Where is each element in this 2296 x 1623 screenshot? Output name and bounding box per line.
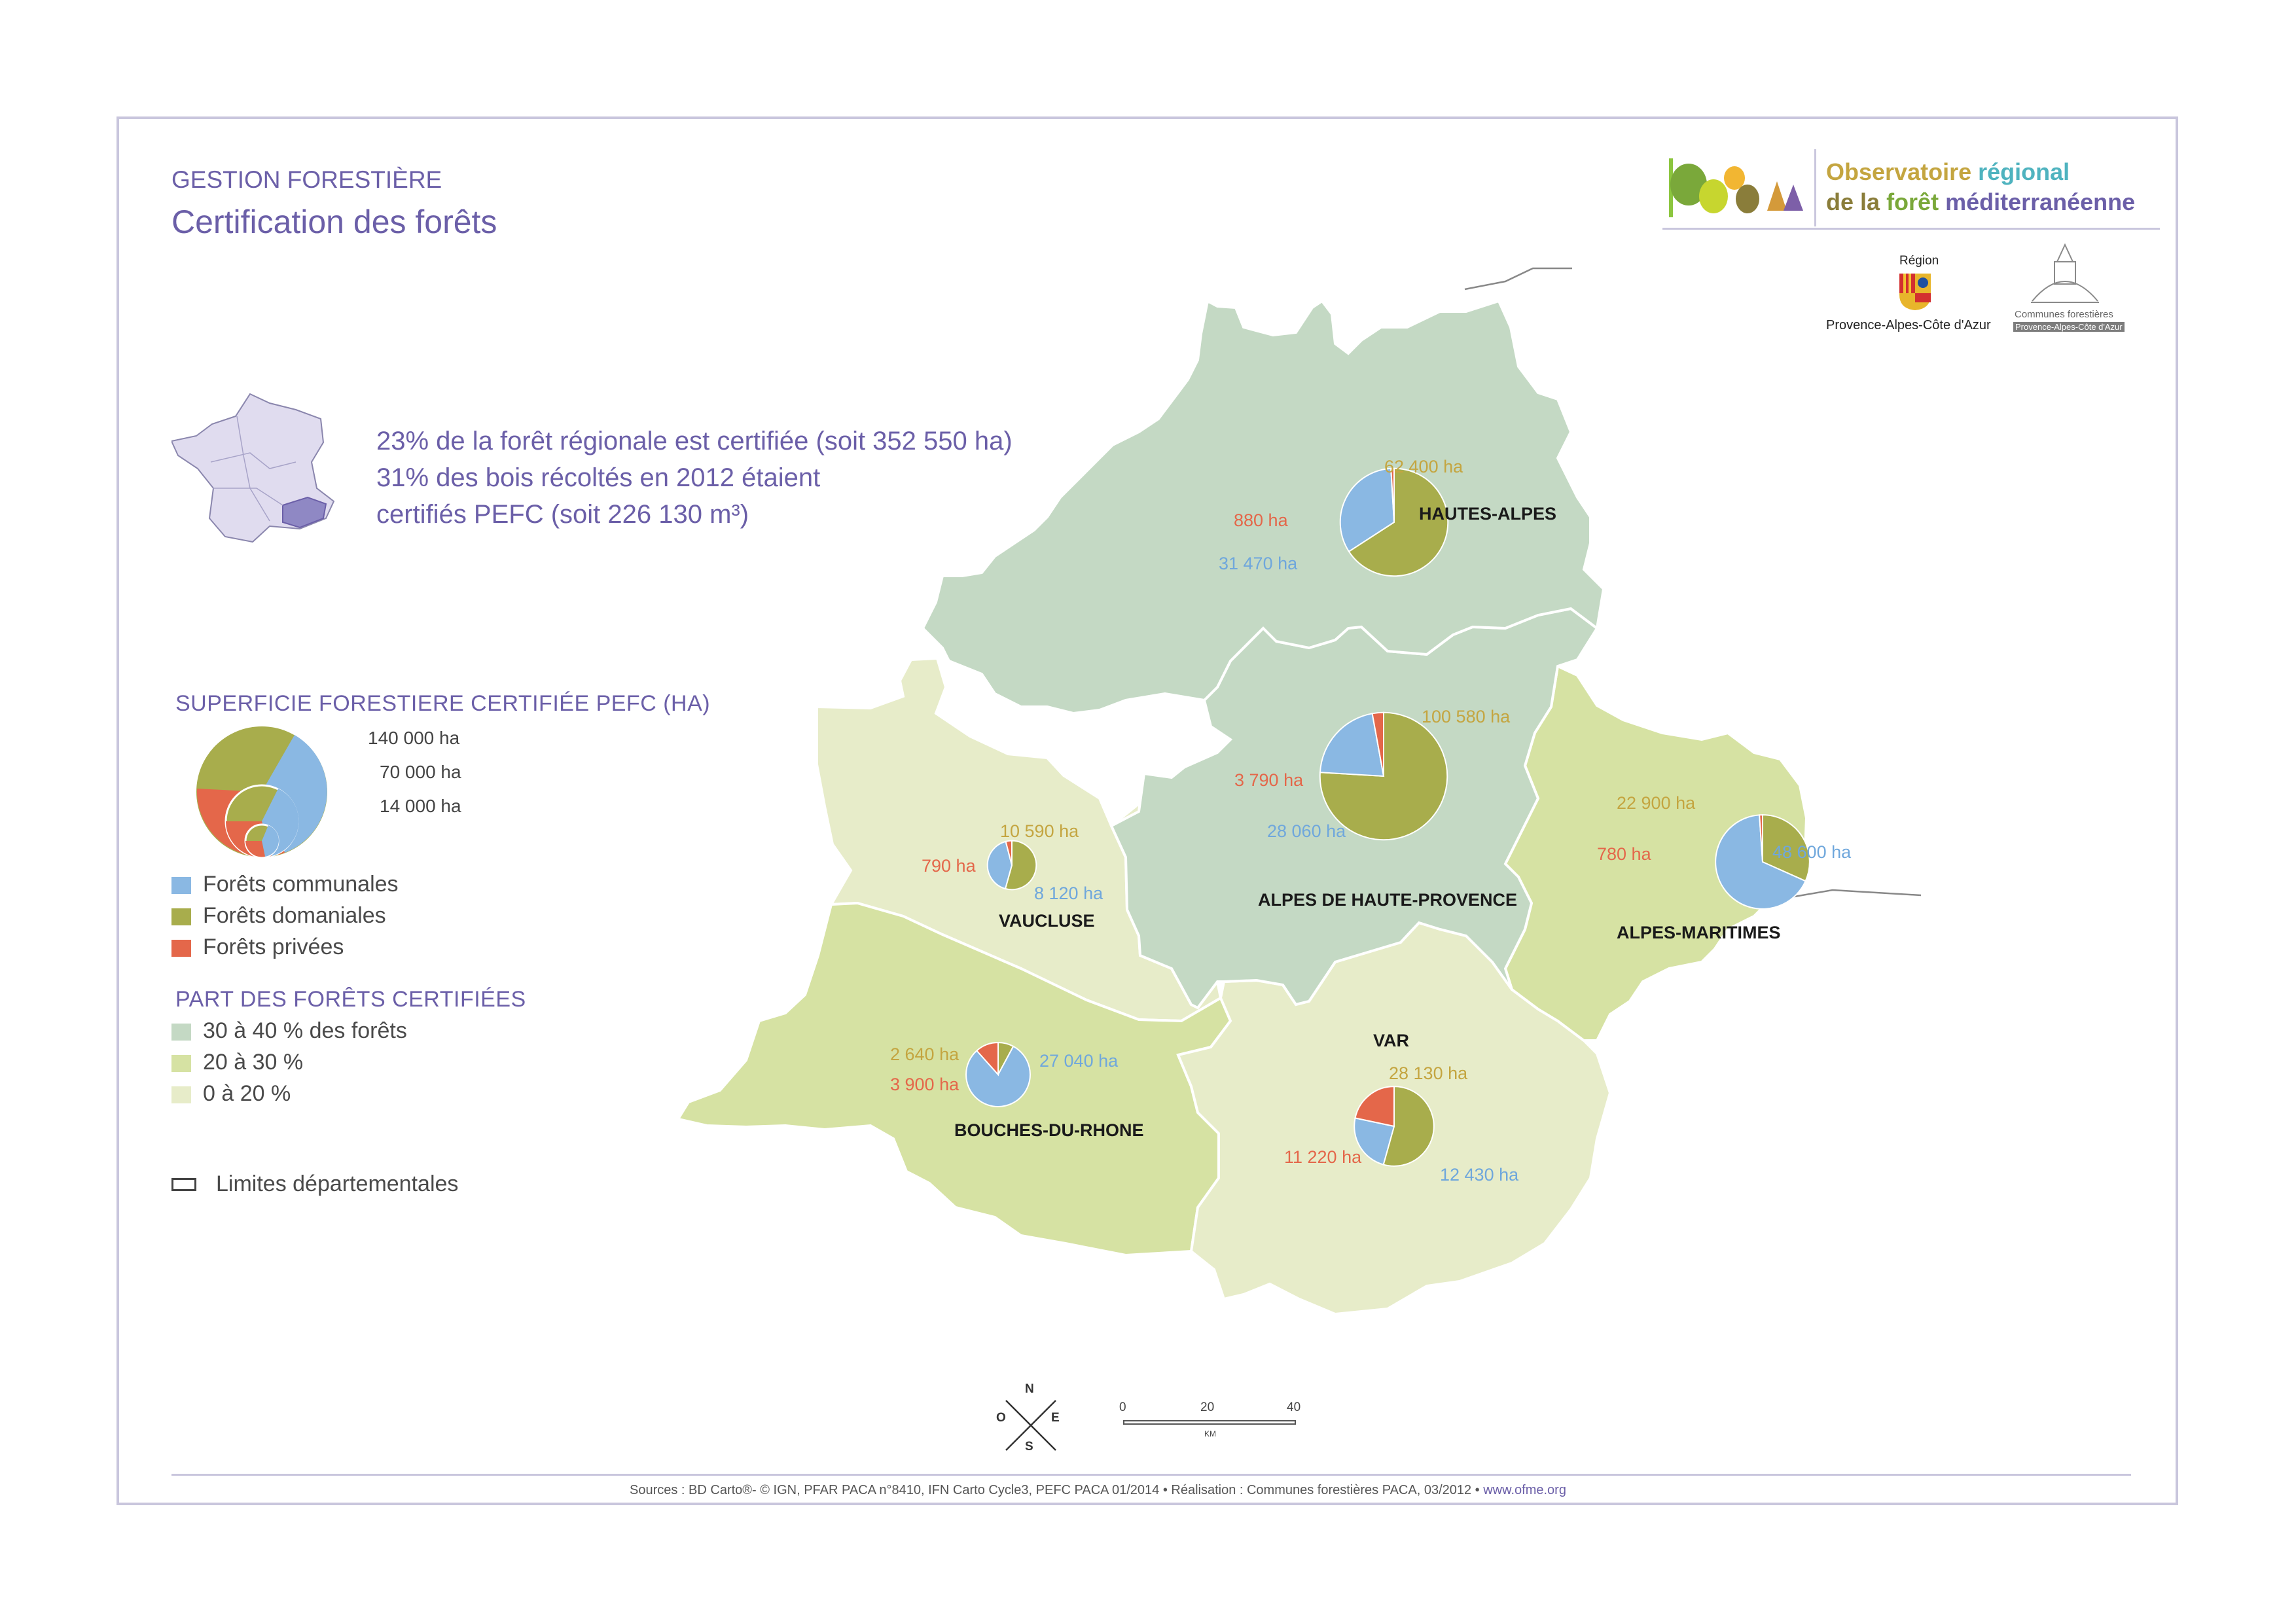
vaucluse-communales-label: 8 120 ha: [1034, 883, 1103, 903]
compass-e: E: [1051, 1411, 1060, 1425]
bdr-communales-label: 27 040 ha: [1039, 1051, 1119, 1071]
section-label: GESTION FORESTIÈRE: [171, 166, 442, 193]
legend-share-30-40-label: 30 à 40 % des forêts: [203, 1018, 407, 1043]
dept-name-alpes-de-haute-provence: ALPES DE HAUTE-PROVENCE: [1258, 890, 1518, 910]
ofme-logo: Observatoire régional de la forêt médite…: [1662, 145, 2160, 230]
pie-slice-hautes-alpes-domaniales: [1348, 467, 1449, 577]
scale-bar: [1123, 1420, 1296, 1425]
pie-slice-vaucluse-domaniales: [1004, 840, 1037, 891]
compass-s: S: [1025, 1440, 1033, 1454]
alpes-maritimes-privees-label: 780 ha: [1597, 844, 1651, 864]
pie-slice-ahp-communales: [1319, 713, 1385, 777]
swatch-share-30-40: [171, 1024, 191, 1041]
var-privees-label: 11 220 ha: [1284, 1147, 1362, 1167]
page-title: Certification des forêts: [171, 204, 497, 240]
footer-sources: Sources : BD Carto®- © IGN, PFAR PACA n°…: [630, 1483, 1480, 1497]
scale-tick-0: 0: [1119, 1400, 1126, 1414]
swatch-share-20-30: [171, 1055, 191, 1072]
legend-communales-label: Forêts communales: [203, 872, 399, 897]
ahp-privees-label: 3 790 ha: [1234, 770, 1304, 790]
swatch-boundary: [171, 1178, 196, 1191]
scale-unit: KM: [1204, 1429, 1216, 1438]
ahp-communales-label: 28 060 ha: [1267, 821, 1346, 841]
var-domaniales-label: 28 130 ha: [1389, 1063, 1468, 1083]
pie-slice-alpes-maritimes-privees: [1759, 814, 1763, 863]
ofme-word-observatoire: Observatoire: [1826, 158, 1972, 185]
ofme-word-dela: de la: [1826, 188, 1880, 215]
legend-boundary-label: Limites départementales: [216, 1171, 459, 1196]
dept-name-var: VAR: [1373, 1031, 1410, 1050]
communes-forestieres-logo: Communes forestières Provence-Alpes-Côte…: [2009, 242, 2125, 340]
pie-slice-hautes-alpes-communales: [1339, 467, 1395, 553]
vaucluse-privees-label: 790 ha: [922, 856, 976, 876]
swatch-share-0-20: [171, 1086, 191, 1103]
ahp-domaniales-label: 100 580 ha: [1422, 707, 1511, 726]
cf-line2: Provence-Alpes-Côte d'Azur: [2013, 322, 2125, 332]
key-fact-3: certifiés PEFC (soit 226 130 m³): [376, 500, 749, 529]
pie-slice-hautes-alpes-privees: [1390, 467, 1395, 523]
legend-share-0-20-label: 0 à 20 %: [203, 1081, 291, 1106]
hautes-alpes-domaniales-label: 62 400 ha: [1384, 457, 1463, 476]
scale-tick-40: 40: [1287, 1400, 1301, 1414]
footer-text: Sources : BD Carto®- © IGN, PFAR PACA n°…: [630, 1483, 1566, 1498]
france-inset-map: [171, 393, 335, 543]
town-hall-icon: [2031, 243, 2099, 303]
legend-domaniales-label: Forêts domaniales: [203, 903, 386, 928]
key-fact-1: 23% de la forêt régionale est certifiée …: [376, 427, 1013, 455]
key-fact-2: 31% des bois récoltés en 2012 étaient: [376, 463, 821, 492]
region-logo: Région Provence-Alpes-Côte d'Azur: [1826, 254, 1996, 339]
legend-share-title: PART DES FORÊTS CERTIFIÉES: [175, 987, 526, 1012]
hautes-alpes-communales-label: 31 470 ha: [1219, 554, 1298, 573]
region-bouches-du-rhone: [675, 901, 1232, 1257]
pie-slice-var-communales: [1354, 1117, 1395, 1166]
ofme-word-foret: forêt: [1886, 188, 1939, 215]
legend-size-70000: 70 000 ha: [380, 762, 461, 782]
pie-slice-var-domaniales: [1382, 1086, 1435, 1167]
pie-slice-var-privees: [1354, 1086, 1395, 1128]
dept-name-bouches-du-rhone: BOUCHES-DU-RHONE: [954, 1120, 1144, 1140]
pie-slice-vaucluse-privees: [1005, 840, 1013, 866]
legend-size-14000: 14 000 ha: [380, 796, 461, 816]
bdr-domaniales-label: 2 640 ha: [890, 1044, 960, 1064]
ofme-word-regional: régional: [1978, 158, 2070, 185]
legend-share-20-30-label: 20 à 30 %: [203, 1050, 304, 1075]
swatch-domaniales: [171, 908, 191, 925]
alpes-maritimes-domaniales-label: 22 900 ha: [1617, 793, 1696, 813]
compass-n: N: [1025, 1382, 1034, 1396]
footer-url[interactable]: www.ofme.org: [1483, 1483, 1566, 1497]
pie-slice-alpes-maritimes-domaniales: [1762, 814, 1810, 882]
compass-icon: [1005, 1400, 1056, 1451]
pie-slice-ahp-privees: [1371, 711, 1384, 777]
region-bottom-label: Provence-Alpes-Côte d'Azur: [1826, 318, 1991, 332]
dept-name-vaucluse: VAUCLUSE: [999, 911, 1095, 931]
legend-size-symbol: [196, 726, 327, 859]
region-top-label: Région: [1899, 254, 1939, 268]
dept-name-hautes-alpes: HAUTES-ALPES: [1419, 504, 1557, 524]
legend-size-title: SUPERFICIE FORESTIERE CERTIFIÉE PEFC (HA…: [175, 691, 711, 716]
vaucluse-domaniales-label: 10 590 ha: [1000, 821, 1079, 841]
swatch-privees: [171, 940, 191, 957]
pie-slice-bdr-communales: [965, 1045, 1031, 1107]
dept-name-alpes-maritimes: ALPES-MARITIMES: [1617, 923, 1781, 942]
page-frame: [117, 116, 2178, 1505]
ofme-word-mediterraneenne: méditerranéenne: [1945, 188, 2136, 215]
footer-rule: [171, 1474, 2131, 1476]
pie-slice-alpes-maritimes-communales: [1715, 814, 1806, 910]
alpes-maritimes-communales-label: 48 600 ha: [1772, 842, 1852, 862]
region-hautes-alpes: [921, 298, 1605, 715]
forest-logo-icon: [1669, 158, 1803, 217]
hautes-alpes-privees-label: 880 ha: [1234, 510, 1288, 530]
region-shield-icon: [1899, 274, 1931, 310]
var-communales-label: 12 430 ha: [1440, 1165, 1519, 1185]
cf-line1: Communes forestières: [2015, 309, 2113, 320]
legend-size-140000: 140 000 ha: [368, 728, 460, 748]
pie-slice-vaucluse-communales: [986, 840, 1013, 890]
legend-privees-label: Forêts privées: [203, 935, 344, 959]
pie-slice-bdr-privees: [975, 1042, 999, 1077]
swatch-communales: [171, 877, 191, 894]
bdr-privees-label: 3 900 ha: [890, 1075, 960, 1094]
compass-o: O: [996, 1411, 1006, 1425]
scale-tick-20: 20: [1200, 1400, 1215, 1414]
